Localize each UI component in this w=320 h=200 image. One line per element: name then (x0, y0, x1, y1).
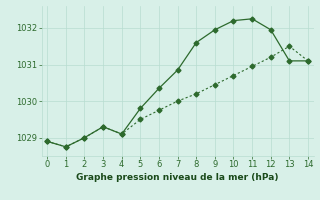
X-axis label: Graphe pression niveau de la mer (hPa): Graphe pression niveau de la mer (hPa) (76, 173, 279, 182)
